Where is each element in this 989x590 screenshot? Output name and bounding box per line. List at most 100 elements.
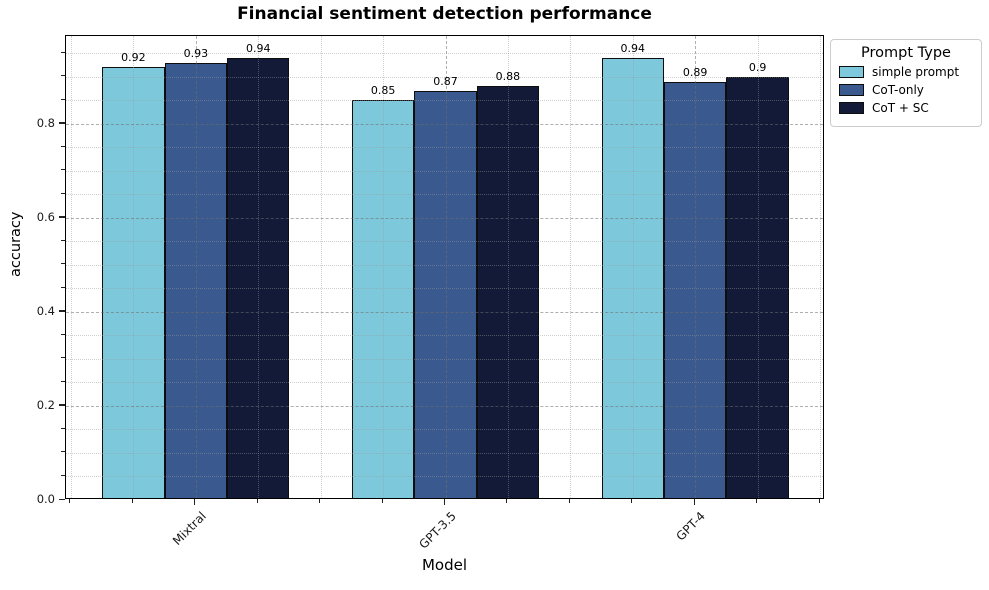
- y-major-tick: [59, 216, 65, 218]
- bar-simple-prompt-gpt-3-5: [351, 100, 415, 498]
- bars-layer: [66, 36, 823, 498]
- gridline-v-minor: [320, 36, 322, 498]
- y-tick-label: 0.6: [36, 209, 55, 224]
- x-minor-tick: [506, 499, 508, 503]
- x-tick-label: Mixtral: [169, 509, 209, 548]
- x-major-tick: [443, 499, 446, 505]
- legend-item-label: simple prompt: [872, 65, 960, 79]
- bar-value-label: 0.89: [682, 65, 708, 79]
- grid-layer: [66, 36, 823, 498]
- y-minor-tick: [61, 239, 65, 241]
- y-axis-label: accuracy: [8, 211, 24, 277]
- y-minor-tick: [61, 474, 65, 476]
- bar-cot-only-gpt-3-5: [414, 91, 477, 498]
- bar-value-label: 0.87: [433, 75, 458, 88]
- x-axis-label: Model: [421, 556, 468, 574]
- y-major-tick: [59, 122, 65, 124]
- gridline-h-minor: [66, 335, 823, 337]
- x-minor-tick: [69, 499, 71, 503]
- y-minor-tick: [61, 286, 65, 288]
- gridline-h-minor: [66, 358, 823, 360]
- y-minor-tick: [61, 169, 65, 171]
- y-tick-label: 0.0: [36, 492, 55, 506]
- gridline-h-minor: [66, 288, 823, 290]
- gridline-h-minor: [66, 476, 823, 478]
- x-minor-tick: [756, 499, 758, 503]
- y-tick-label: 0.2: [36, 397, 55, 412]
- x-tick-label: GPT-3.5: [415, 509, 459, 552]
- gridline-h-major: [66, 405, 823, 407]
- y-minor-tick: [61, 451, 65, 453]
- gridline-v-minor: [632, 36, 634, 498]
- y-minor-tick: [61, 263, 65, 265]
- bar-value-label: 0.94: [245, 42, 271, 56]
- bar-value-label: 0.92: [121, 51, 146, 65]
- legend-item: CoT + SC: [839, 101, 973, 115]
- x-minor-tick: [818, 499, 820, 503]
- bar-simple-prompt-mixtral: [102, 67, 165, 498]
- gridline-v-major: [445, 36, 447, 498]
- gridline-h-minor: [66, 76, 823, 78]
- legend-item: CoT-only: [839, 83, 973, 97]
- x-minor-tick: [568, 499, 570, 503]
- bar-value-label: 0.9: [748, 60, 767, 74]
- y-minor-tick: [61, 333, 65, 335]
- legend-swatch: [839, 84, 864, 96]
- gridline-h-major: [66, 311, 823, 313]
- x-minor-tick: [319, 499, 321, 503]
- plot-area: 0.92 0.85 0.94 0.93 0.87 0.89 0.94 0.88 0.9: [65, 35, 824, 499]
- bar-cot-sc-gpt-4: [726, 76, 789, 498]
- y-minor-tick: [61, 357, 65, 359]
- gridline-h-minor: [66, 241, 823, 243]
- x-minor-tick: [256, 499, 258, 503]
- x-minor-tick: [131, 499, 133, 503]
- gridline-v-minor: [507, 36, 509, 498]
- gridline-h-minor: [66, 429, 823, 431]
- gridline-h-minor: [66, 264, 823, 266]
- gridline-v-minor: [258, 36, 260, 498]
- bar-cot-sc-gpt-3-5: [476, 86, 540, 498]
- gridline-v-minor: [757, 36, 759, 498]
- legend-swatch: [839, 102, 864, 114]
- x-minor-tick: [381, 499, 383, 503]
- bar-value-label: 0.85: [370, 84, 396, 98]
- legend-item: simple prompt: [839, 65, 973, 79]
- x-tick-label: GPT-4: [673, 509, 709, 544]
- bar-cot-only-mixtral: [164, 62, 228, 498]
- y-minor-tick: [61, 380, 65, 382]
- gridline-v-minor: [70, 36, 72, 498]
- y-minor-tick: [61, 51, 65, 53]
- gridline-v-minor: [820, 36, 821, 498]
- x-minor-tick: [631, 499, 633, 503]
- x-major-tick: [693, 499, 695, 505]
- legend-title: Prompt Type: [861, 45, 951, 61]
- gridline-h-minor: [66, 100, 823, 102]
- y-minor-tick: [61, 192, 65, 194]
- y-tick-label: 0.4: [36, 303, 55, 318]
- y-major-tick: [59, 498, 65, 500]
- y-minor-tick: [61, 145, 65, 147]
- gridline-h-minor: [66, 147, 823, 149]
- gridline-h-major: [66, 123, 823, 125]
- gridline-v-major: [695, 36, 697, 498]
- bar-value-labels-layer: 0.92 0.85 0.94 0.93 0.87 0.89 0.94 0.88 0.9: [66, 36, 823, 498]
- legend: Prompt Type simple prompt CoT-only CoT + S…: [830, 39, 982, 127]
- y-minor-tick: [61, 75, 65, 77]
- bar-value-label: 0.88: [495, 70, 521, 84]
- legend-items: simple prompt CoT-only CoT + SC: [839, 65, 973, 115]
- gridline-h-minor: [66, 382, 823, 384]
- bar-value-label: 0.94: [620, 42, 646, 56]
- gridline-h-minor: [66, 194, 823, 196]
- gridline-v-minor: [570, 36, 572, 498]
- y-major-tick: [59, 404, 65, 406]
- y-major-tick: [59, 310, 65, 312]
- bar-value-label: 0.93: [183, 46, 209, 60]
- gridline-h-major: [66, 217, 823, 219]
- legend-item-label: CoT-only: [872, 83, 924, 97]
- y-minor-tick: [61, 427, 65, 429]
- gridline-v-major: [195, 36, 197, 498]
- x-major-tick: [194, 499, 196, 505]
- y-tick-label: 0.8: [36, 115, 55, 130]
- bar-simple-prompt-gpt-4: [601, 58, 664, 498]
